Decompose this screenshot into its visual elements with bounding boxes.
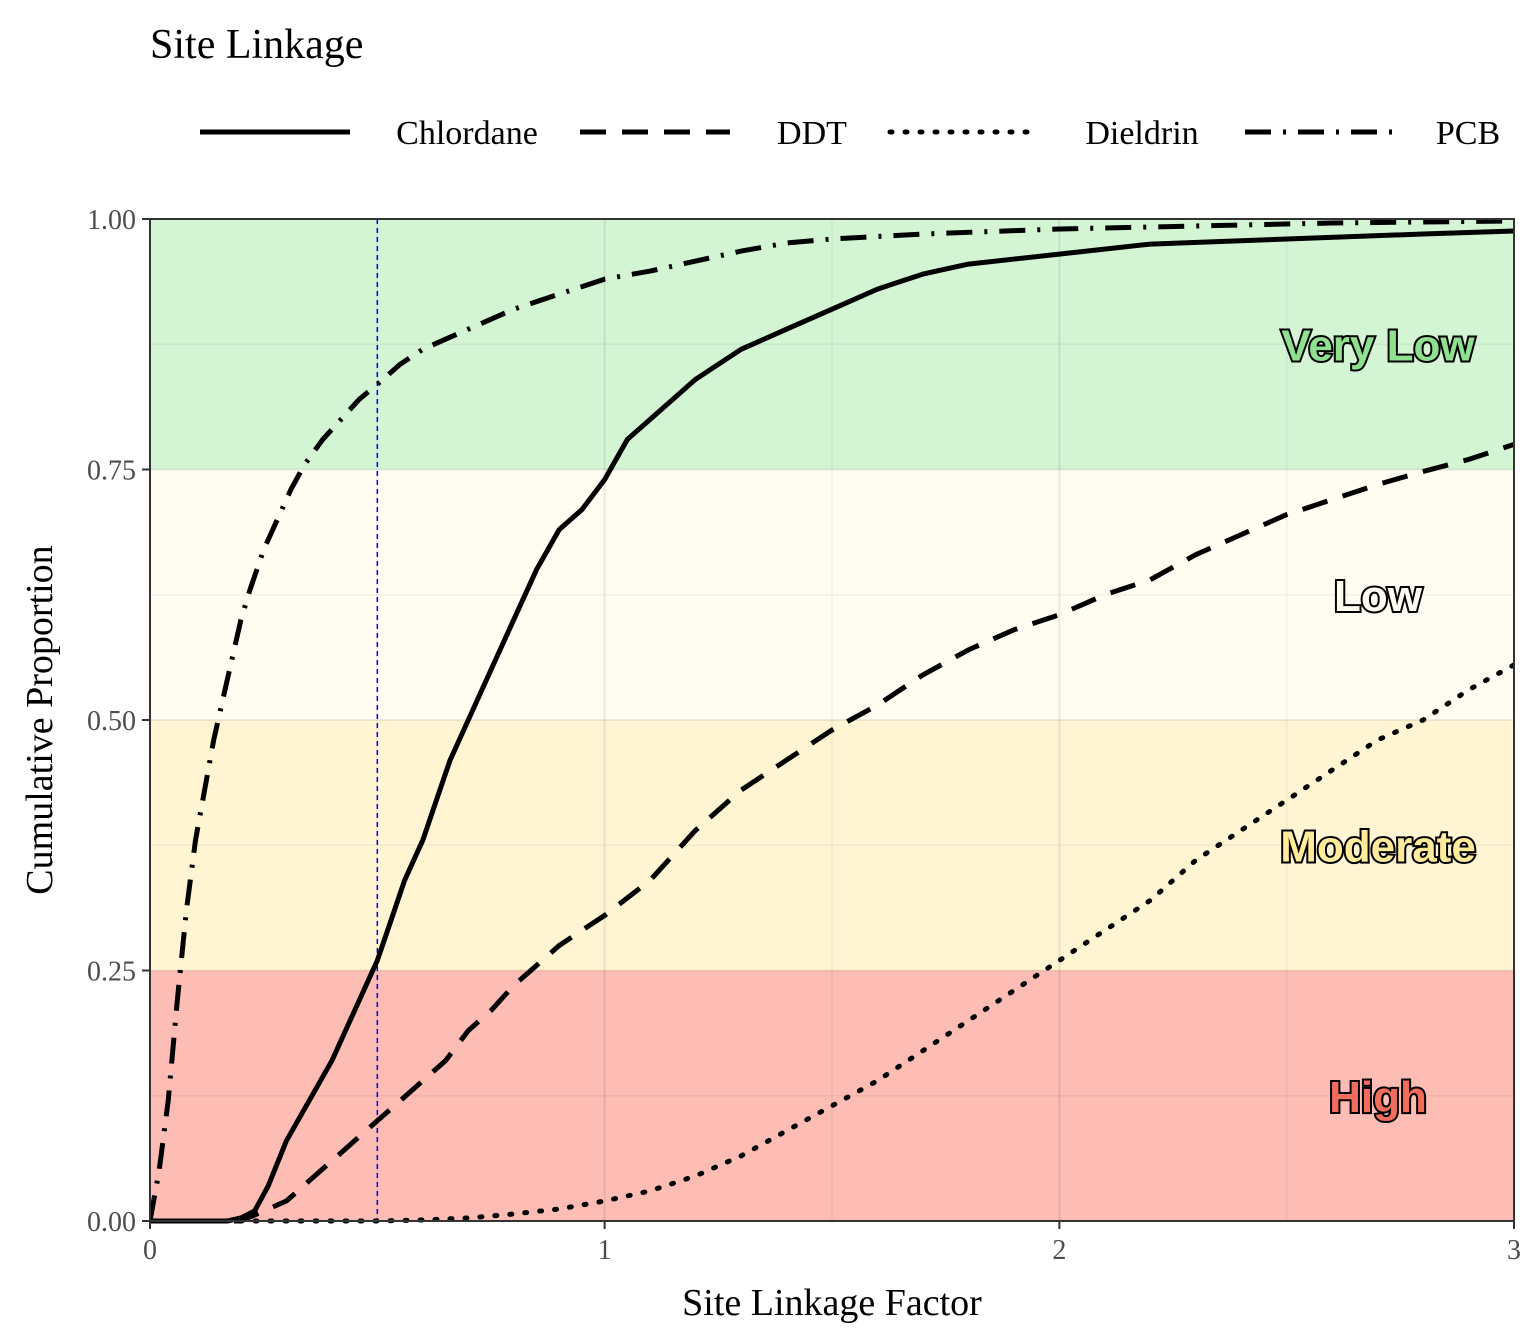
series-line-dieldrin	[150, 662, 1514, 1224]
legend-label-dieldrin: Dieldrin	[1085, 115, 1198, 152]
legend-label-chlordane: Chlordane	[396, 115, 538, 152]
y-axis-label: Cumulative Proportion	[19, 545, 61, 894]
x-tick-label: 1	[598, 1235, 612, 1266]
y-tick-label: 0.25	[87, 957, 136, 988]
y-tick-label: 0.50	[87, 706, 136, 737]
legend-label-pcb: PCB	[1436, 115, 1500, 152]
legend-item-chlordane: Chlordane	[200, 115, 538, 152]
band-label-low: Low	[1334, 572, 1423, 621]
legend-item-pcb: PCB	[1245, 115, 1500, 152]
legend-item-ddt: DDT	[580, 115, 847, 152]
x-tick-label: 0	[143, 1235, 157, 1266]
x-axis-label: Site Linkage Factor	[682, 1282, 982, 1324]
chart-title: Site Linkage	[150, 22, 363, 68]
y-tick-label: 0.75	[87, 456, 136, 487]
y-tick-label: 0.00	[87, 1207, 136, 1238]
x-tick-label: 3	[1507, 1235, 1521, 1266]
band-label-high: High	[1329, 1073, 1427, 1122]
x-tick-label: 2	[1052, 1235, 1066, 1266]
series-lines	[150, 218, 1514, 1224]
plot-area: High Moderate Low Very Low 0.00 0.25 0.50 0.75…	[87, 205, 1521, 1266]
band-label-moderate: Moderate	[1280, 822, 1476, 871]
axes: 0.00 0.25 0.50 0.75 1.00 0 1 2 3	[87, 205, 1521, 1266]
series-line-chlordane	[150, 228, 1514, 1224]
band-labels: High Moderate Low Very Low	[1278, 319, 1478, 1124]
legend-label-ddt: DDT	[777, 115, 847, 152]
legend: Chlordane DDT Dieldrin PCB	[200, 115, 1500, 152]
band-label-very-low: Very Low	[1281, 321, 1475, 370]
series-line-pcb	[150, 218, 1514, 1222]
y-tick-label: 1.00	[87, 205, 136, 236]
legend-item-dieldrin: Dieldrin	[887, 115, 1199, 152]
series-line-ddt	[150, 442, 1514, 1224]
